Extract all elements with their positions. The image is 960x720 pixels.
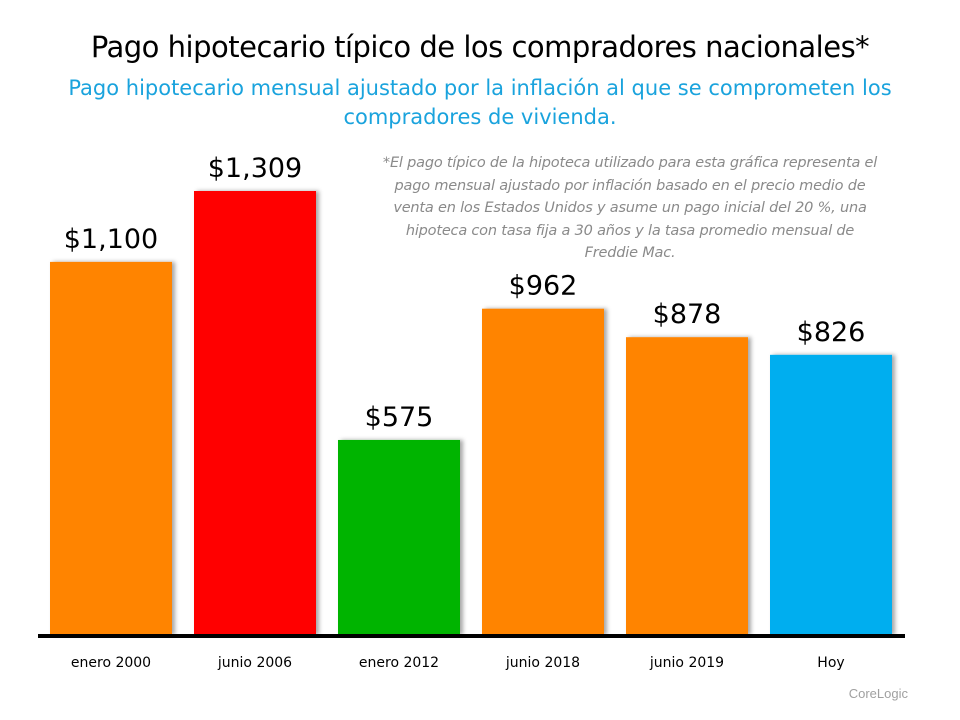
chart-subtitle: Pago hipotecario mensual ajustado por la… xyxy=(68,76,892,129)
data-label-1: $1,309 xyxy=(208,153,302,184)
data-label-2: $575 xyxy=(365,402,434,433)
footnote: *El pago típico de la hipoteca utilizado… xyxy=(382,155,878,261)
data-label-5: $826 xyxy=(797,317,866,348)
bar-3 xyxy=(482,308,604,635)
bar-5 xyxy=(770,354,892,635)
category-label-4: junio 2019 xyxy=(649,655,724,671)
bar-2 xyxy=(338,439,460,635)
data-label-3: $962 xyxy=(509,271,578,302)
source-label: CoreLogic xyxy=(848,686,908,701)
data-label-0: $1,100 xyxy=(64,224,158,255)
category-label-2: enero 2012 xyxy=(359,655,439,671)
chart-title: Pago hipotecario típico de los comprador… xyxy=(90,30,870,64)
bar-0 xyxy=(50,261,172,635)
category-label-0: enero 2000 xyxy=(71,655,151,671)
category-label-3: junio 2018 xyxy=(505,655,580,671)
category-label-5: Hoy xyxy=(817,655,844,671)
bar-4 xyxy=(626,337,748,635)
data-label-4: $878 xyxy=(653,299,722,330)
category-label-1: junio 2006 xyxy=(217,655,292,671)
bar-1 xyxy=(194,191,316,635)
